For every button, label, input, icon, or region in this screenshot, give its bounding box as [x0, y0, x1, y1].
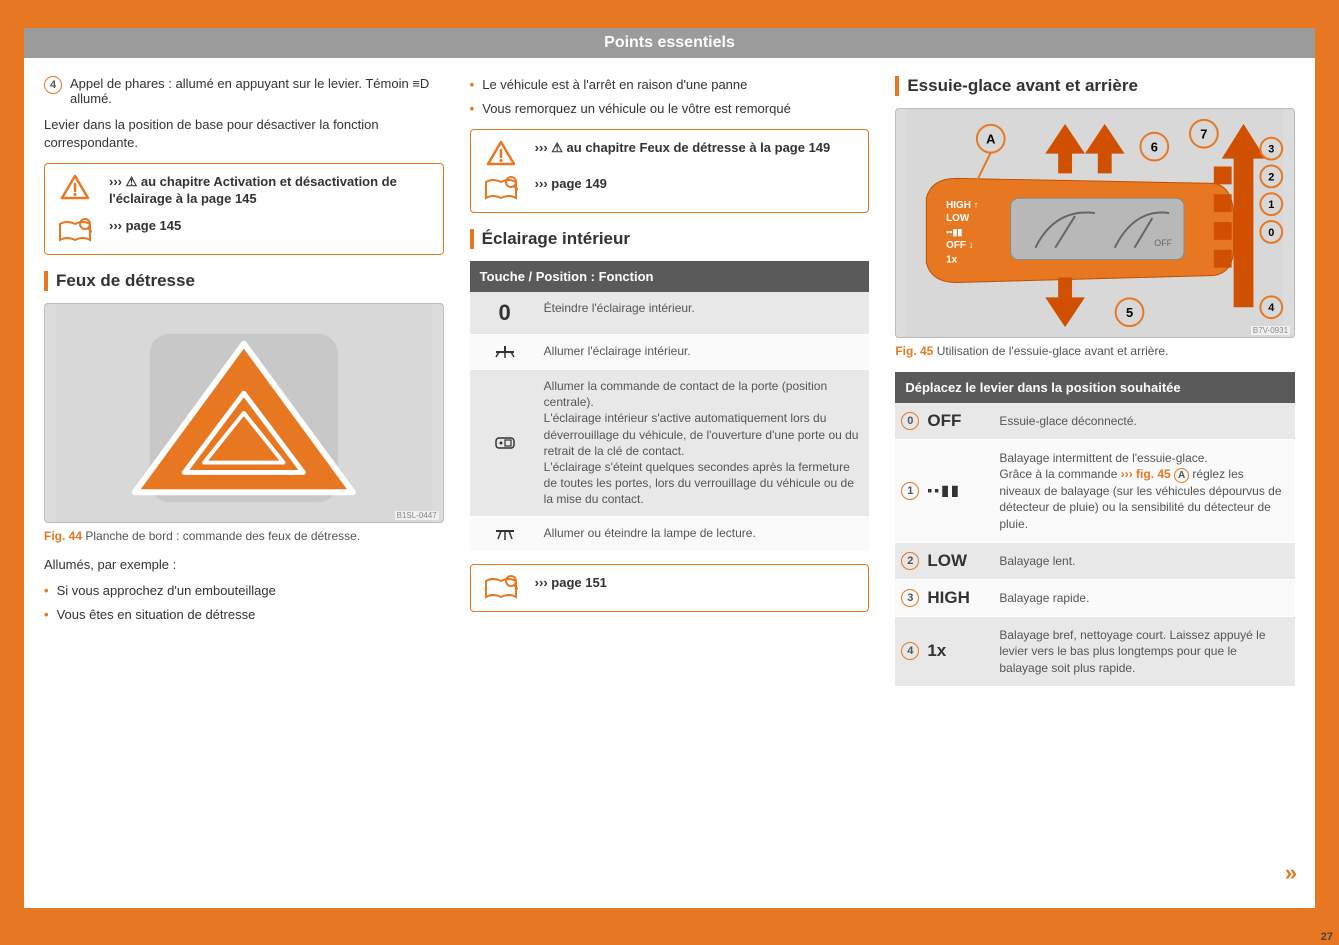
- bullet-item: Vous êtes en situation de détresse: [44, 606, 444, 624]
- warning-triangle-icon: [57, 174, 93, 200]
- table-header: Déplacez le levier dans la position souh…: [895, 372, 1295, 403]
- ref-page: ››› page 149: [535, 176, 607, 193]
- table-row: 4 1x Balayage bref, nettoyage court. Lai…: [895, 617, 1295, 687]
- ref-text: ››› ⚠ au chapitre Activation et désactiv…: [109, 174, 431, 208]
- svg-text:A: A: [986, 132, 995, 147]
- door-contact-icon: [470, 370, 540, 516]
- svg-text:3: 3: [1269, 144, 1275, 156]
- pos-label: OFF: [927, 411, 961, 431]
- svg-text:OFF: OFF: [1155, 238, 1173, 248]
- book-icon: [483, 575, 519, 601]
- figure-caption: Fig. 45 Utilisation de l'essuie-glace av…: [895, 344, 1295, 360]
- pos-label: ▪▪▮▮: [927, 482, 960, 499]
- manual-page: Points essentiels 4 Appel de phares : al…: [24, 28, 1315, 908]
- page-number: 27: [1321, 931, 1333, 943]
- figure-44: B1SL-0447: [44, 303, 444, 523]
- svg-text:5: 5: [1126, 305, 1133, 320]
- svg-text:1x: 1x: [946, 255, 958, 266]
- row-key: 0: [470, 292, 540, 334]
- item-number: 4: [44, 76, 62, 94]
- section-heading: Essuie-glace avant et arrière: [895, 76, 1295, 96]
- table-row: 1 ▪▪▮▮ Balayage intermittent de l'essuie…: [895, 440, 1295, 543]
- figure-ref-code: B1SL-0447: [395, 511, 439, 520]
- reference-box: ››› ⚠ au chapitre Feux de détresse à la …: [470, 129, 870, 213]
- page-header: Points essentiels: [24, 28, 1315, 58]
- bullet-item: Vous remorquez un véhicule ou le vôtre e…: [470, 100, 870, 118]
- figure-caption: Fig. 44 Planche de bord : commande des f…: [44, 529, 444, 545]
- pos-num: 2: [901, 552, 919, 570]
- item-text: Appel de phares : allumé en appuyant sur…: [70, 76, 444, 106]
- svg-text:HIGH ↑: HIGH ↑: [946, 200, 978, 211]
- column-2: Le véhicule est à l'arrêt en raison d'un…: [470, 76, 870, 687]
- pos-num: 0: [901, 412, 919, 430]
- bullet-item: Si vous approchez d'un embouteillage: [44, 582, 444, 600]
- row-value: Éteindre l'éclairage intérieur.: [540, 292, 705, 334]
- book-icon: [483, 176, 519, 202]
- warning-triangle-icon: [483, 140, 519, 166]
- svg-text:LOW: LOW: [946, 213, 970, 224]
- figure-ref-code: B7V-0931: [1251, 326, 1290, 335]
- table-row: Allumer l'éclairage intérieur.: [470, 335, 870, 370]
- table-row: Allumer ou éteindre la lampe de lecture.: [470, 517, 870, 552]
- row-value: Balayage bref, nettoyage court. Laissez …: [995, 617, 1295, 686]
- caption-text: Utilisation de l'essuie-glace avant et a…: [937, 344, 1169, 358]
- ref-text: ››› ⚠ au chapitre Feux de détresse à la …: [535, 140, 831, 157]
- caption-text: Planche de bord : commande des feux de d…: [85, 529, 360, 543]
- column-3: Essuie-glace avant et arrière HIGH ↑ LOW…: [895, 76, 1295, 687]
- row-value: Balayage rapide.: [995, 580, 1099, 616]
- row-value: Balayage intermittent de l'essuie-glace.…: [995, 440, 1295, 542]
- svg-text:0: 0: [1269, 227, 1275, 239]
- svg-text:6: 6: [1151, 140, 1158, 155]
- numbered-item-4: 4 Appel de phares : allumé en appuyant s…: [44, 76, 444, 106]
- section-heading: Feux de détresse: [44, 271, 444, 291]
- column-1: 4 Appel de phares : allumé en appuyant s…: [44, 76, 444, 687]
- table-row: 3 HIGH Balayage rapide.: [895, 580, 1295, 617]
- reference-box: ››› ⚠ au chapitre Activation et désactiv…: [44, 163, 444, 255]
- book-icon: [57, 218, 93, 244]
- row-value: Allumer l'éclairage intérieur.: [540, 335, 701, 369]
- svg-text:1: 1: [1269, 199, 1275, 211]
- paragraph: Allumés, par exemple :: [44, 556, 444, 574]
- bullet-item: Le véhicule est à l'arrêt en raison d'un…: [470, 76, 870, 94]
- reading-lamp-icon: [470, 517, 540, 551]
- table-row: 0 OFF Essuie-glace déconnecté.: [895, 403, 1295, 440]
- light-on-icon: [470, 335, 540, 369]
- ref-page: ››› page 145: [109, 218, 181, 235]
- svg-text:2: 2: [1269, 171, 1275, 183]
- table-row: Allumer la commande de contact de la por…: [470, 370, 870, 517]
- row-value: Allumer ou éteindre la lampe de lecture.: [540, 517, 766, 551]
- pos-label: HIGH: [927, 588, 970, 608]
- section-heading: Éclairage intérieur: [470, 229, 870, 249]
- pos-num: 4: [901, 642, 919, 660]
- svg-text:▪▪▮▮: ▪▪▮▮: [946, 227, 962, 237]
- pos-label: LOW: [927, 551, 967, 571]
- table-row: 2 LOW Balayage lent.: [895, 543, 1295, 580]
- figure-label: Fig. 44: [44, 529, 82, 543]
- row-value: Allumer la commande de contact de la por…: [540, 370, 870, 516]
- reference-box: ››› page 151: [470, 564, 870, 612]
- row-value: Balayage lent.: [995, 543, 1085, 579]
- ref-page: ››› page 151: [535, 575, 607, 592]
- paragraph: Levier dans la position de base pour dés…: [44, 116, 444, 151]
- svg-text:OFF ↓: OFF ↓: [946, 240, 974, 251]
- figure-label: Fig. 45: [895, 344, 933, 358]
- table-header: Touche / Position : Fonction: [470, 261, 870, 292]
- continue-indicator: »: [1285, 860, 1297, 886]
- figure-45: HIGH ↑ LOW ▪▪▮▮ OFF ↓ 1x OFF A 6 7: [895, 108, 1295, 338]
- table-row: 0 Éteindre l'éclairage intérieur.: [470, 292, 870, 335]
- pos-num: 3: [901, 589, 919, 607]
- pos-label: 1x: [927, 641, 946, 661]
- svg-text:7: 7: [1201, 127, 1208, 142]
- pos-num: 1: [901, 482, 919, 500]
- row-value: Essuie-glace déconnecté.: [995, 403, 1146, 439]
- svg-text:4: 4: [1269, 302, 1275, 314]
